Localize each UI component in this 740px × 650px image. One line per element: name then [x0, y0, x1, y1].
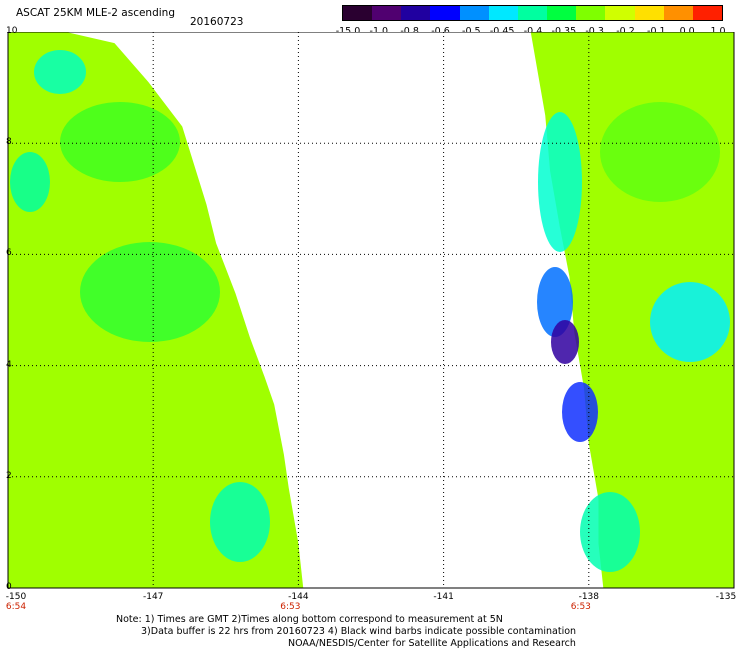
colorbar-swatch: [343, 6, 373, 20]
grid-layer: [8, 32, 734, 588]
x-tick-label: -138: [578, 592, 600, 602]
map-title: ASCAT 25KM MLE-2 ascending: [16, 7, 175, 19]
map-plot: [7, 32, 735, 589]
pass-time-label: 6:53: [570, 602, 591, 612]
east-texture: [562, 382, 598, 442]
footnote-line-1: Note: 1) Times are GMT 2)Times along bot…: [116, 614, 503, 625]
colorbar-swatch: [430, 6, 460, 20]
y-tick-label: 10: [6, 26, 18, 36]
colorbar-swatch: [401, 6, 431, 20]
west-texture: [34, 50, 86, 94]
colorbar-swatch: [663, 6, 693, 20]
west-texture: [10, 152, 50, 212]
west-texture: [210, 482, 270, 562]
colorbar-swatch: [692, 6, 723, 20]
map-date: 20160723: [190, 16, 244, 28]
x-tick-label: -141: [433, 592, 454, 602]
colorbar-swatch: [459, 6, 489, 20]
colorbar-swatch: [547, 6, 577, 20]
colorbar-swatch: [576, 6, 606, 20]
east-texture: [580, 492, 640, 572]
colorbar-swatch: [605, 6, 635, 20]
y-tick-label: 0: [6, 582, 12, 592]
x-tick-label: -147: [142, 592, 164, 602]
colorbar-swatch: [372, 6, 402, 20]
west-texture: [60, 102, 180, 182]
east-texture: [537, 267, 573, 337]
y-tick-label: 4: [6, 359, 12, 370]
east-texture: [650, 282, 730, 362]
y-tick-label: 2: [6, 470, 12, 481]
pass-time-label: 6:54: [5, 602, 27, 612]
x-tick-label: -150: [5, 592, 27, 602]
east-texture: [600, 102, 720, 202]
x-tick-label: -135: [715, 592, 737, 602]
x-tick-label: -144: [288, 592, 309, 602]
plot-frame: [7, 32, 735, 589]
footnote-line-2: 3)Data buffer is 22 hrs from 20160723 4)…: [141, 626, 577, 637]
footnote-credit: NOAA/NESDIS/Center for Satellite Applica…: [288, 638, 576, 649]
east-texture: [538, 112, 582, 252]
colorbar: [342, 5, 723, 21]
colorbar-swatch: [634, 6, 664, 20]
swath-layer: [8, 32, 734, 588]
east-texture: [551, 320, 579, 364]
y-tick-label: 6: [6, 248, 12, 259]
colorbar-swatch: [488, 6, 518, 20]
west-texture: [80, 242, 220, 342]
pass-time-label: 6:53: [280, 602, 301, 612]
colorbar-swatch: [517, 6, 548, 20]
y-tick-label: 8: [6, 137, 12, 148]
